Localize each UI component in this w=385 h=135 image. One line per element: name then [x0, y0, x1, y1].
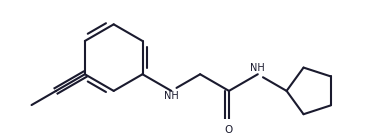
Text: NH: NH [250, 63, 265, 73]
Text: O: O [225, 125, 233, 135]
Text: NH: NH [164, 91, 179, 101]
